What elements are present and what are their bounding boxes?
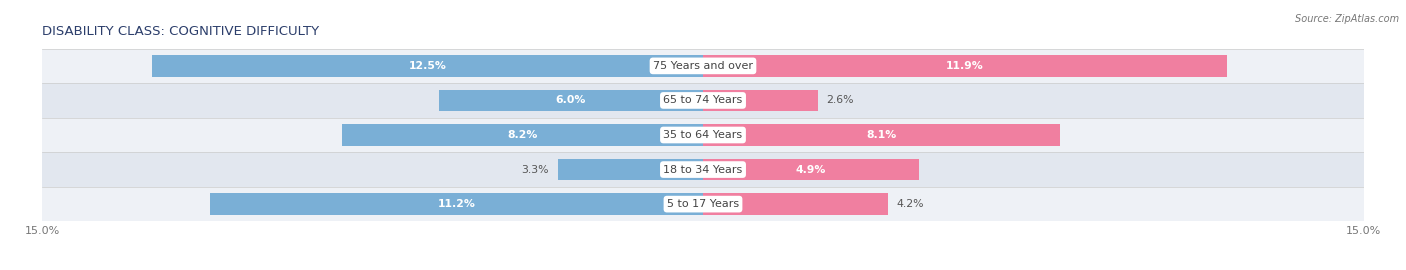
Bar (209, 193, 703, 215)
Bar (342, 124, 703, 146)
Bar (703, 90, 817, 111)
Text: 4.9%: 4.9% (796, 164, 827, 175)
Text: 4.2%: 4.2% (897, 199, 924, 209)
Bar (558, 159, 703, 180)
Text: 11.2%: 11.2% (437, 199, 475, 209)
Text: Source: ZipAtlas.com: Source: ZipAtlas.com (1295, 14, 1399, 23)
Text: 11.9%: 11.9% (946, 61, 984, 71)
Bar (703, 159, 920, 180)
Bar (703, 124, 1060, 146)
Text: 3.3%: 3.3% (522, 164, 548, 175)
Bar (703, 193, 889, 215)
Bar (439, 90, 703, 111)
Text: 2.6%: 2.6% (827, 95, 853, 106)
Text: 12.5%: 12.5% (409, 61, 447, 71)
Text: 65 to 74 Years: 65 to 74 Years (664, 95, 742, 106)
Text: DISABILITY CLASS: COGNITIVE DIFFICULTY: DISABILITY CLASS: COGNITIVE DIFFICULTY (42, 25, 319, 38)
Bar (42, 118, 1364, 152)
Text: 5 to 17 Years: 5 to 17 Years (666, 199, 740, 209)
Bar (42, 83, 1364, 118)
Bar (42, 152, 1364, 187)
Bar (152, 55, 703, 77)
Text: 8.1%: 8.1% (866, 130, 897, 140)
Text: 75 Years and over: 75 Years and over (652, 61, 754, 71)
Bar (42, 187, 1364, 221)
Bar (703, 55, 1227, 77)
Text: 6.0%: 6.0% (555, 95, 586, 106)
Text: 35 to 64 Years: 35 to 64 Years (664, 130, 742, 140)
Text: 8.2%: 8.2% (508, 130, 537, 140)
Bar (42, 49, 1364, 83)
Text: 18 to 34 Years: 18 to 34 Years (664, 164, 742, 175)
